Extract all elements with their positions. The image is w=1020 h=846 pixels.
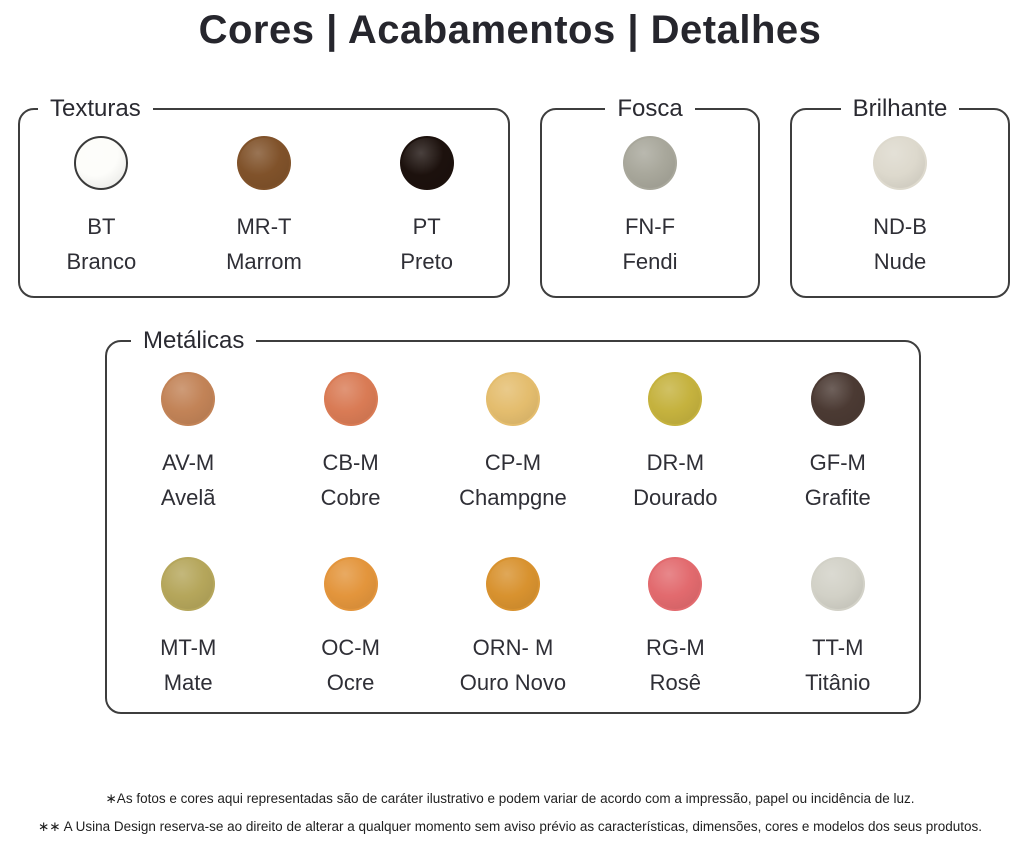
swatch-circle	[399, 136, 454, 191]
swatch-code: TT-M	[812, 635, 864, 661]
swatch-avm-avela: AV-M Avelã	[128, 372, 248, 511]
footnote-illustrative: ∗As fotos e cores aqui representadas são…	[105, 791, 915, 806]
swatch-name: Titânio	[805, 670, 871, 696]
swatch-bt-branco: BT Branco	[41, 136, 161, 275]
swatch-gfm-grafite: GF-M Grafite	[778, 372, 898, 511]
swatch-circle	[323, 557, 378, 612]
swatch-code: BT	[87, 214, 116, 240]
swatch-pt-preto: PT Preto	[367, 136, 487, 275]
group-metalicas-label: Metálicas	[143, 327, 245, 354]
swatch-cpm-champgne: CP-M Champgne	[453, 372, 573, 511]
group-metalicas: Metálicas AV-M Avelã CB-M Cobre CP-M Cha…	[105, 327, 921, 714]
swatch-code: RG-M	[646, 635, 705, 661]
metalicas-swatch-row-1: AV-M Avelã CB-M Cobre CP-M Champgne DR-M…	[107, 358, 919, 511]
swatch-ttm-titanio: TT-M Titânio	[778, 557, 898, 696]
page-title: Cores | Acabamentos | Detalhes	[198, 8, 822, 52]
group-brilhante: Brilhante ND-B Nude	[790, 95, 1010, 298]
swatch-circle	[623, 136, 677, 191]
swatch-code: CP-M	[484, 450, 542, 476]
swatch-ndb-nude: ND-B Nude	[840, 136, 960, 275]
swatch-name: Marrom	[226, 249, 302, 275]
fosca-swatch-row: FN-F Fendi	[542, 122, 758, 275]
swatch-name: Avelã	[160, 485, 216, 511]
swatch-name: Rosê	[649, 670, 702, 696]
swatch-code: MR-T	[236, 214, 292, 240]
swatch-circle	[810, 557, 865, 612]
footnote-rights: ∗∗ A Usina Design reserva-se ao direito …	[37, 819, 983, 834]
swatch-code: PT	[412, 214, 441, 240]
swatch-code: AV-M	[162, 450, 215, 476]
swatch-circle	[485, 557, 540, 612]
group-texturas-label: Texturas	[50, 95, 141, 122]
group-fosca: Fosca FN-F Fendi	[540, 95, 760, 298]
swatch-name: Ouro Novo	[459, 670, 567, 696]
group-brilhante-label: Brilhante	[852, 95, 948, 122]
swatch-name: Branco	[66, 249, 137, 275]
swatch-circle	[74, 136, 129, 191]
metalicas-swatch-row-2: MT-M Mate OC-M Ocre ORN- M Ouro Novo RG-…	[107, 543, 919, 696]
swatch-name: Nude	[873, 249, 927, 275]
swatch-circle	[161, 372, 216, 427]
swatch-name: Ocre	[326, 670, 375, 696]
swatch-mtm-mate: MT-M Mate	[128, 557, 248, 696]
swatch-rgm-rose: RG-M Rosê	[615, 557, 735, 696]
texturas-swatch-row: BT Branco MR-T Marrom PT Preto	[20, 122, 508, 275]
brilhante-swatch-row: ND-B Nude	[792, 122, 1008, 275]
swatch-mrt-marrom: MR-T Marrom	[204, 136, 324, 275]
swatch-drm-dourado: DR-M Dourado	[615, 372, 735, 511]
swatch-code: DR-M	[646, 450, 705, 476]
swatch-name: Dourado	[633, 485, 718, 511]
swatch-code: GF-M	[809, 450, 866, 476]
swatch-circle	[236, 136, 291, 191]
group-texturas: Texturas BT Branco MR-T Marrom PT Preto	[18, 95, 510, 298]
swatch-code: FN-F	[624, 214, 676, 240]
swatch-circle	[485, 372, 540, 427]
swatch-code: OC-M	[321, 635, 380, 661]
swatch-circle	[873, 136, 927, 191]
swatch-code: ND-B	[873, 214, 927, 240]
swatch-name: Fendi	[622, 249, 678, 275]
swatch-cbm-cobre: CB-M Cobre	[291, 372, 411, 511]
swatch-name: Cobre	[320, 485, 381, 511]
swatch-circle	[323, 372, 378, 427]
swatch-name: Champgne	[459, 485, 567, 511]
swatch-name: Grafite	[804, 485, 871, 511]
swatch-fnf-fendi: FN-F Fendi	[590, 136, 710, 275]
swatch-circle	[648, 372, 703, 427]
swatch-name: Mate	[163, 670, 213, 696]
swatch-circle	[810, 372, 865, 427]
swatch-ornm-ouro-novo: ORN- M Ouro Novo	[453, 557, 573, 696]
swatch-ocm-ocre: OC-M Ocre	[291, 557, 411, 696]
swatch-code: CB-M	[322, 450, 379, 476]
swatch-code: MT-M	[160, 635, 217, 661]
swatch-circle	[161, 557, 216, 612]
group-fosca-label: Fosca	[617, 95, 683, 122]
swatch-name: Preto	[400, 249, 453, 275]
swatch-circle	[648, 557, 703, 612]
swatch-code: ORN- M	[472, 635, 554, 661]
